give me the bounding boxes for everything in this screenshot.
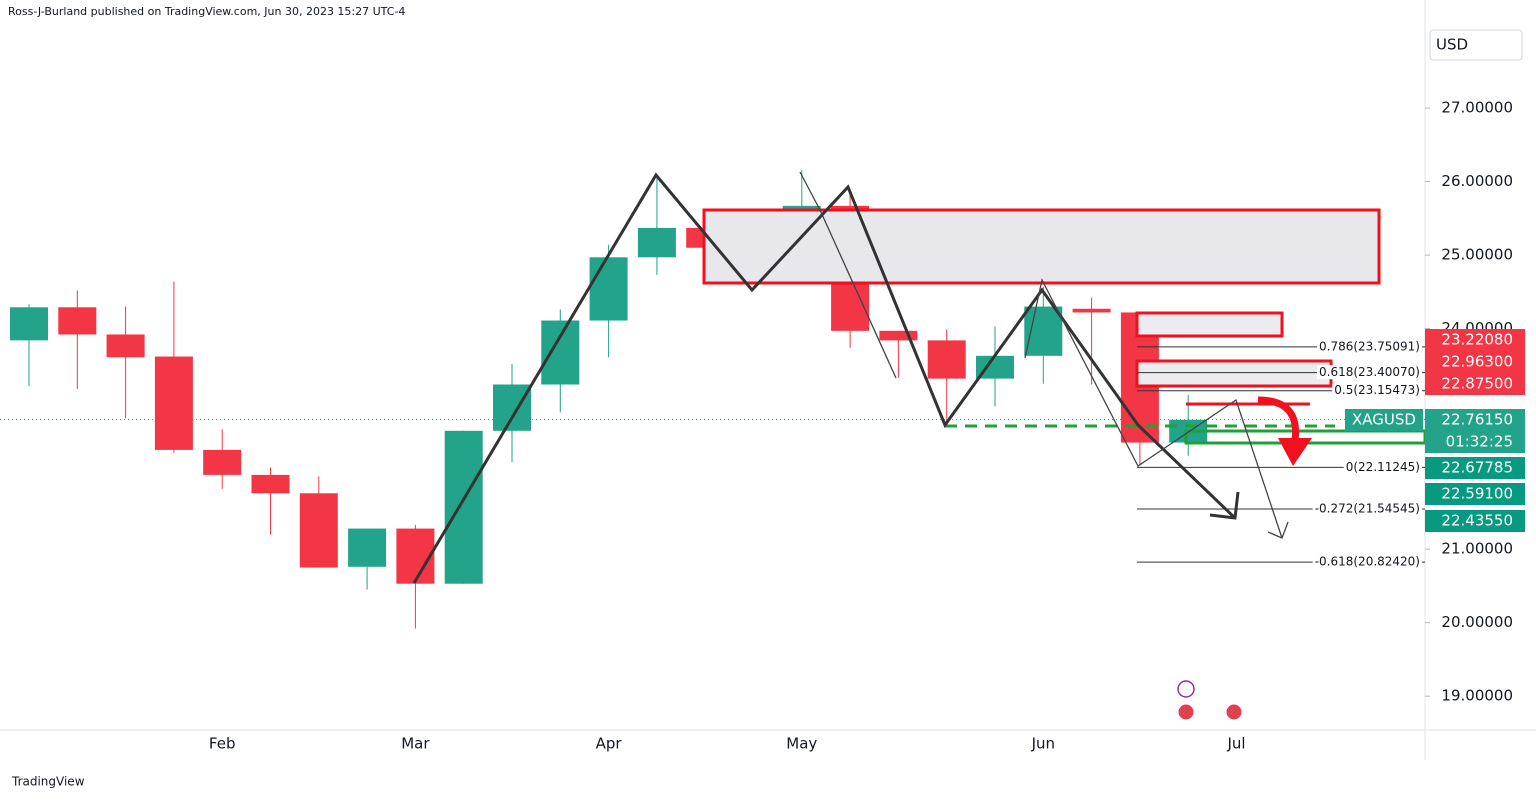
fib-label-bg [1343,459,1422,474]
candle-body [396,528,435,584]
us-flag-icon[interactable] [1225,703,1243,721]
x-tick-label: Jun [1031,735,1055,753]
candle-body [541,320,580,385]
fib-label: -0.618(20.82420) [1315,555,1420,569]
countdown-label: 01:32:25 [1446,433,1513,451]
candle-body [154,356,193,450]
price-badge-label: 22.67785 [1441,459,1513,477]
supply-zone [702,208,1381,285]
price-badge [1425,483,1525,505]
y-tick-label: 19.00000 [1441,687,1513,705]
price-badge [1425,351,1525,373]
footer-logo: TradingView [11,775,85,789]
price-badge [1425,329,1525,351]
fib-label: 0.618(23.40070) [1319,365,1420,379]
y-tick-label: 25.00000 [1441,246,1513,264]
countdown-badge [1425,431,1525,453]
symbol-label: XAGUSD [1352,411,1416,429]
candle-body [10,307,48,341]
us-flag-icon[interactable] [1177,703,1195,721]
fib-label: -0.272(21.54545) [1315,502,1420,516]
x-tick-label: Jul [1226,735,1245,753]
y-tick-label: 27.00000 [1441,99,1513,117]
x-tick-label: May [786,735,817,753]
candle-body [637,227,676,258]
candle-body [444,430,483,584]
currency-label: USD [1436,36,1468,54]
candle-body [879,330,918,341]
candle-body [493,384,531,431]
candle-body [1072,308,1111,313]
fib-label: 0(22.11245) [1346,460,1420,474]
x-tick-label: Feb [209,735,236,753]
candle-body [203,449,242,475]
candle-body [1024,306,1063,356]
candle-body [927,340,966,379]
event-icon[interactable] [1177,680,1195,698]
currency-button[interactable] [1429,29,1523,61]
publisher-note: Ross-J-Burland published on TradingView.… [8,5,405,18]
fib-label: 0.786(23.75091) [1319,339,1420,353]
fib-label-bg [1312,554,1422,569]
price-badge-label: 22.59100 [1441,485,1513,503]
fib-label-bg [1332,383,1422,398]
arrow-head [1209,491,1240,520]
fib-label-bg [1317,365,1422,380]
candle-body [299,493,338,568]
x-tick-label: Mar [401,735,430,753]
price-badge [1425,373,1525,395]
arrow-head [1267,521,1289,539]
y-tick-label: 21.00000 [1441,540,1513,558]
x-tick-label: Apr [596,735,623,753]
y-tick-label: 20.00000 [1441,613,1513,631]
candle-body [106,334,145,358]
fib-label-bg [1317,339,1422,354]
y-tick-label: 26.00000 [1441,172,1513,190]
down-arrow-head [1278,438,1312,466]
candle-body [58,307,97,335]
price-badge [1425,510,1525,532]
candle-body [976,355,1014,379]
zigzag-pattern [412,172,1237,584]
zone-box [1135,311,1284,338]
price-badge-label: 22.96300 [1441,353,1513,371]
candle-body [348,528,387,567]
fib-label: 0.5(23.15473) [1334,383,1420,397]
drawings [412,171,1427,721]
down-arrow [1257,396,1300,441]
thin-line [1024,278,1283,539]
price-badge [1425,409,1525,431]
symbol-badge [1345,409,1423,431]
thin-line [799,171,897,379]
price-badge [1425,457,1525,479]
fib-label-bg [1312,501,1422,516]
price-badge-label: 22.43550 [1441,512,1513,530]
price-badge-label: 22.87500 [1441,375,1513,393]
price-badge-label: 23.22080 [1441,331,1513,349]
candle-body [251,474,290,494]
candle-body [589,257,628,321]
zone-box [1135,359,1333,388]
price-badge-label: 22.76150 [1441,411,1513,429]
